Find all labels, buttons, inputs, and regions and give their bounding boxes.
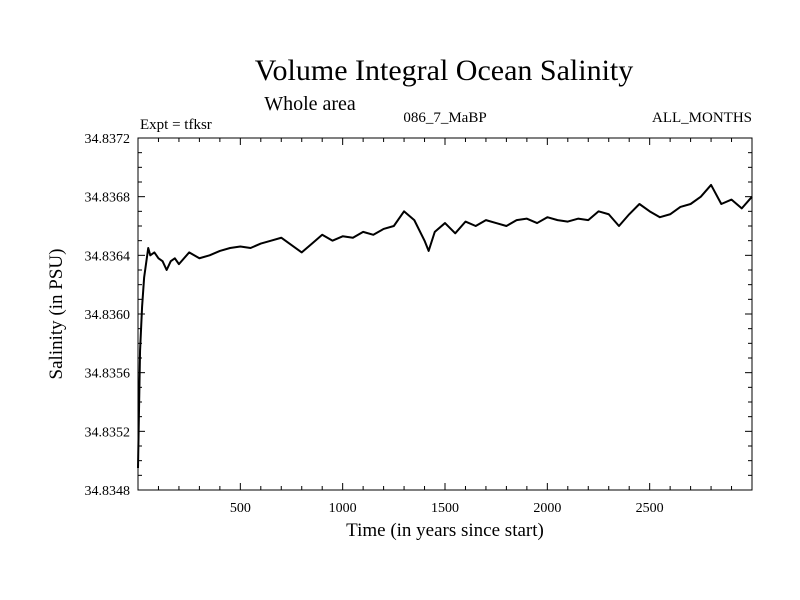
x-tick-label: 500 bbox=[230, 501, 251, 516]
chart-subtitle: Whole area bbox=[264, 93, 356, 115]
chart-title: Volume Integral Ocean Salinity bbox=[255, 54, 634, 87]
y-axis-label: Salinity (in PSU) bbox=[46, 249, 67, 380]
x-tick-label: 1000 bbox=[329, 501, 357, 516]
x-tick-label: 1500 bbox=[431, 501, 459, 516]
y-tick-label: 34.8356 bbox=[85, 367, 131, 382]
y-tick-label: 34.8360 bbox=[85, 308, 131, 323]
run-id-label: 086_7_MaBP bbox=[403, 110, 486, 126]
y-axis: 34.8348 34.8352 34.8356 34.8360 34.8364 34.83… bbox=[85, 132, 752, 499]
series-layer bbox=[137, 183, 753, 469]
y-tick-label: 34.8352 bbox=[85, 425, 131, 440]
x-axis: 500 1000 1500 2000 2500 bbox=[157, 138, 733, 516]
plot-frame bbox=[137, 137, 753, 491]
y-tick-label: 34.8368 bbox=[85, 191, 131, 206]
x-tick-label: 2000 bbox=[533, 501, 561, 516]
y-tick-label: 34.8372 bbox=[85, 132, 131, 147]
experiment-label: Expt = tfksr bbox=[140, 117, 212, 133]
x-axis-label: Time (in years since start) bbox=[346, 520, 544, 541]
y-tick-label: 34.8364 bbox=[85, 249, 131, 264]
y-tick-label: 34.8348 bbox=[85, 484, 131, 499]
x-tick-label: 2500 bbox=[636, 501, 664, 516]
months-label: ALL_MONTHS bbox=[652, 110, 752, 126]
series-line-salinity bbox=[137, 183, 753, 469]
